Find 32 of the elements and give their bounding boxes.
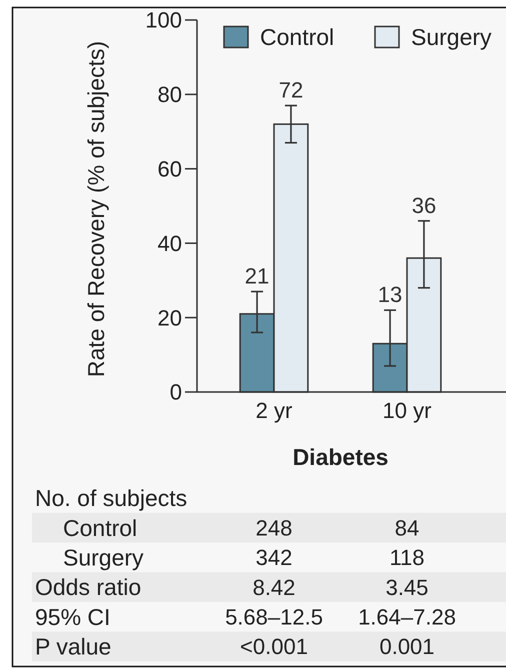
text: 8.42 <box>252 574 296 600</box>
data-label: 13 <box>378 282 402 308</box>
x-axis-title: Diabetes <box>292 444 388 470</box>
text: Surgery <box>63 544 144 570</box>
legend-label: Control <box>260 24 334 50</box>
text: 248 <box>256 515 292 540</box>
y-tick-label: 60 <box>158 156 182 182</box>
text: 342 <box>256 545 292 570</box>
text: 0.001 <box>379 634 435 660</box>
text: 3.45 <box>386 574 428 600</box>
text: No. of subjects <box>35 485 188 512</box>
y-tick-label: 100 <box>145 8 182 33</box>
y-tick-label: 80 <box>158 82 182 108</box>
text: P value <box>35 634 112 660</box>
data-label: 21 <box>244 264 270 289</box>
text: Odds ratio <box>35 574 142 600</box>
y-tick-label: 0 <box>170 380 182 405</box>
text: 95% CI <box>35 604 110 630</box>
text: 118 <box>389 545 425 570</box>
legend-label: Surgery <box>411 24 492 50</box>
y-tick-label: 20 <box>158 305 182 330</box>
text: 1.64–7.28 <box>358 604 456 630</box>
text: <0.001 <box>240 634 308 660</box>
y-tick-label: 40 <box>158 230 182 256</box>
text: 5.68–12.5 <box>225 604 323 630</box>
data-label: 36 <box>412 192 436 218</box>
text: Control <box>63 514 138 541</box>
y-axis-title: Rate of Recovery (% of subjects) <box>83 40 110 378</box>
text: 84 <box>394 515 420 540</box>
data-label: 72 <box>278 78 304 103</box>
x-tick-label: 2 yr <box>256 398 292 423</box>
x-tick-label: 10 yr <box>382 398 432 423</box>
